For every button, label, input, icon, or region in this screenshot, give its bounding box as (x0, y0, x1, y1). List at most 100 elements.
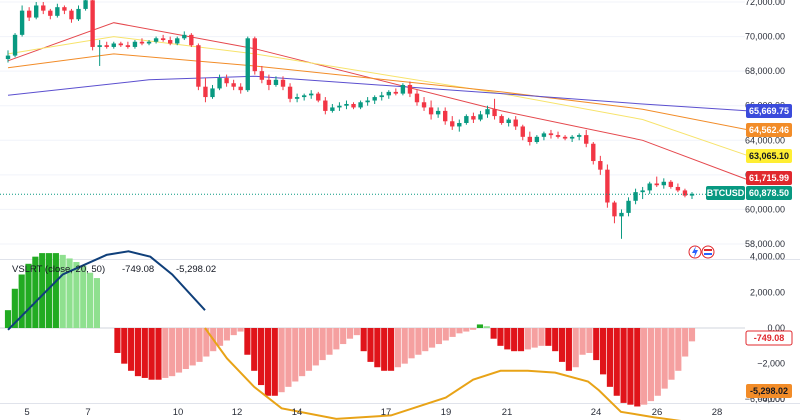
histogram-bar (223, 328, 230, 341)
histogram-bar (264, 328, 271, 396)
candle-body (280, 79, 286, 87)
histogram-bar (504, 328, 511, 350)
histogram-bar (32, 256, 39, 328)
histogram-bar (66, 258, 73, 328)
histogram-bar (271, 328, 278, 396)
histogram-bar (682, 328, 689, 357)
price-tag-value: 60,878.50 (749, 188, 789, 198)
histogram-bar (175, 328, 183, 373)
candle-body (118, 43, 124, 46)
price-tag: BTCUSD 60,878.50 (706, 186, 792, 200)
histogram-bar (230, 328, 237, 336)
candle-body (584, 135, 589, 144)
histogram-bar (429, 328, 436, 348)
histogram-bar (182, 328, 189, 370)
candle-body (351, 103, 356, 108)
candle-body (612, 202, 617, 217)
indicator-tag-a: -749.08 (754, 333, 785, 343)
histogram-bar (353, 328, 360, 336)
histogram-bar (463, 328, 470, 332)
histogram-bar (333, 328, 340, 350)
candle-body (19, 10, 25, 35)
histogram-bar (422, 328, 429, 352)
candle-body (591, 143, 596, 162)
price-tag-bg (746, 104, 792, 118)
moving-average-line (7, 53, 749, 131)
candle-body (62, 7, 67, 11)
moving-average-line (7, 22, 749, 181)
candle-body (576, 135, 582, 137)
candle-body (485, 109, 490, 115)
histogram-bar (634, 328, 641, 407)
histogram-bar (579, 328, 586, 355)
histogram-bar (299, 328, 306, 377)
histogram-bar (87, 272, 94, 328)
price-tag-value: 65,669.75 (749, 106, 789, 116)
histogram-bar (524, 328, 531, 350)
histogram-bar (189, 328, 196, 366)
moving-average-line (7, 75, 749, 112)
histogram-bar (45, 253, 53, 328)
histogram-bar (620, 328, 627, 403)
histogram-bar (661, 328, 668, 389)
histogram-bar (374, 328, 381, 368)
price-tag-value: 63,065.10 (749, 151, 789, 161)
candle-body (619, 212, 624, 217)
candle-body (90, 0, 95, 47)
candle-body (457, 123, 462, 127)
candle-body (358, 102, 363, 108)
candle-body (428, 107, 434, 115)
indicator-tick-label: 0.00 (767, 323, 785, 333)
histogram-bar (545, 328, 552, 346)
histogram-bar (517, 328, 525, 352)
candle-body (55, 7, 60, 16)
histogram-bar (654, 328, 661, 396)
candle-body (132, 41, 138, 47)
candle-body (541, 133, 547, 137)
histogram-bar (483, 326, 490, 328)
price-tag: 65,669.75 (746, 104, 792, 118)
histogram-bar (613, 328, 620, 396)
price-tag-symbol: BTCUSD (707, 188, 745, 198)
histogram-bar (641, 328, 648, 405)
histogram-bar (346, 328, 354, 339)
candle-body (189, 34, 194, 46)
candle-body (97, 45, 102, 47)
candle-body (182, 34, 187, 39)
price-tag: 61,715.99 (746, 171, 792, 185)
time-tick-label: 14 (292, 407, 303, 418)
price-tick-label: 70,000.00 (745, 32, 785, 42)
histogram-bar (565, 328, 572, 371)
candle-body (400, 84, 406, 94)
candle-body (160, 38, 166, 41)
indicator-tag-b: -5,298.02 (750, 386, 788, 396)
histogram-bar (39, 253, 46, 328)
histogram-bar (572, 328, 579, 368)
flag-stripe-icon (704, 249, 712, 251)
candle-body (224, 78, 229, 84)
histogram-bar (203, 328, 210, 357)
candle-body (301, 95, 307, 98)
candle-body (196, 45, 201, 87)
candle-body (499, 116, 504, 123)
histogram-bar (387, 328, 395, 371)
histogram-bar (688, 328, 696, 342)
indicator-tick-label: −4,000 (757, 394, 785, 404)
candle-body (12, 34, 18, 56)
candle-body (414, 93, 420, 103)
histogram-bar (155, 328, 162, 380)
histogram-bar (196, 328, 203, 362)
chart-icons[interactable] (688, 245, 715, 259)
price-tag-symbol-bg (706, 186, 745, 200)
candle-body (386, 91, 391, 96)
candle-body (139, 41, 145, 44)
candle-body (146, 41, 152, 44)
candle-body (520, 126, 525, 137)
histogram-bar (593, 328, 600, 361)
candle-body (640, 190, 645, 193)
flag-icon[interactable] (701, 245, 715, 259)
histogram-bar (169, 328, 176, 377)
candle-body (330, 107, 335, 111)
histogram-bar (114, 328, 121, 353)
candle-body (647, 183, 652, 191)
